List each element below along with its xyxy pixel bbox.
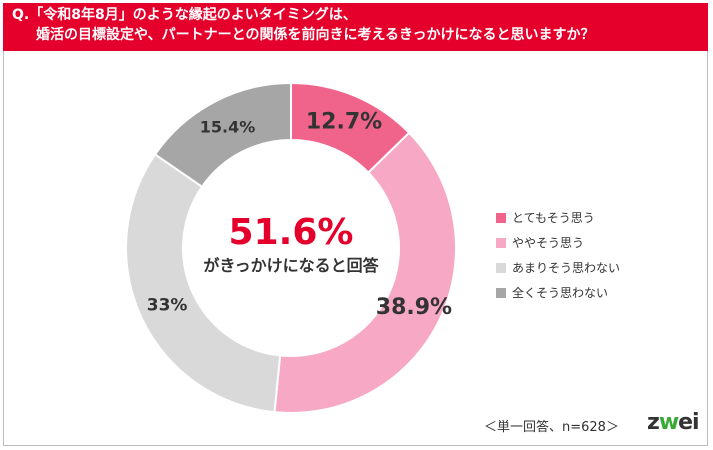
chart-legend: とてもそう思う ややそう思うあまりそう思わない 全くそう思わない: [496, 205, 620, 305]
donut-slice-2: [273, 131, 457, 414]
donut-slice-labels: 12.7% 38.9% 33% 15.4%: [147, 110, 452, 320]
question-line-2: 婚活の目標設定や、パートナーとの関係を前向きに考えるきっかけになると思いますか？: [36, 27, 595, 43]
slice-label-1: 12.7%: [306, 110, 382, 135]
legend-label: あまりそう思わない: [512, 261, 621, 275]
center-caption: がきっかけになると回答: [203, 256, 379, 275]
center-percent: 51.6%: [228, 212, 354, 253]
legend-item-2: ややそう思う: [496, 230, 620, 255]
slice-label-3: 33%: [147, 295, 188, 315]
legend-item-3: あまりそう思わない: [496, 255, 620, 280]
legend-swatch: [496, 287, 506, 298]
slice-label-4: 15.4%: [200, 118, 256, 137]
sample-footnote: ＜単一回答、n=628＞: [484, 420, 619, 435]
donut-slices: [125, 81, 457, 414]
legend-swatch: [496, 212, 506, 223]
legend-swatch: [496, 262, 506, 273]
legend-swatch: [496, 237, 506, 248]
question-header: [3, 3, 708, 51]
question-line-1: Q.「令和8年8月」のような縁起のよいタイミングは、: [12, 7, 357, 23]
legend-label: 全くそう思わない: [512, 286, 609, 300]
zwei-logo: zwei: [647, 410, 700, 435]
legend-item-4: 全くそう思わない: [496, 280, 620, 305]
donut-slice-4: [153, 81, 292, 189]
legend-label: ややそう思う: [512, 236, 585, 250]
legend-item-1: とてもそう思う: [496, 205, 620, 230]
slice-label-2: 38.9%: [376, 295, 452, 320]
donut-slice-3: [125, 153, 282, 414]
legend-label: とてもそう思う: [512, 211, 595, 225]
